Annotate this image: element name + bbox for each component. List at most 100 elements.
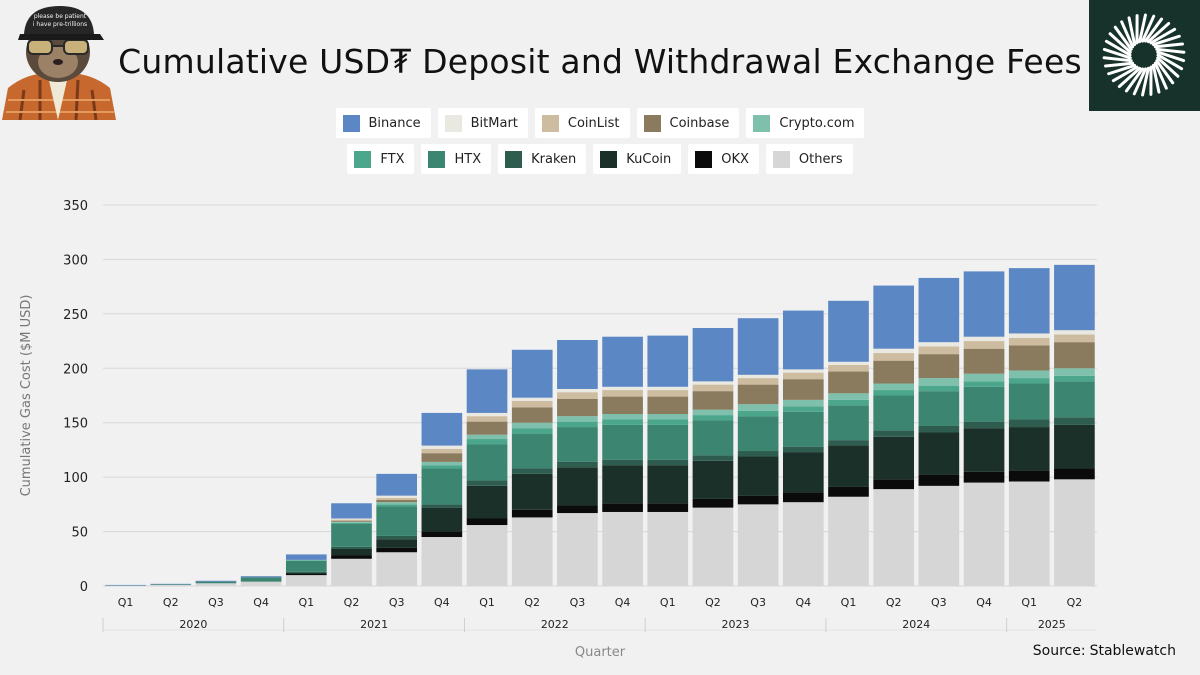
- bar-segment-coinlist: [376, 497, 418, 501]
- y-tick-label: 50: [71, 526, 88, 541]
- bar-segment-binance: [557, 339, 598, 389]
- bar-segment-htx: [240, 577, 282, 582]
- x-tick-label: Q1: [660, 596, 676, 609]
- logo-ray: [1143, 17, 1164, 43]
- bar-segment-bitmart: [331, 518, 372, 520]
- bar-segment-binance: [1054, 264, 1095, 331]
- bar-segment-bitmart: [376, 495, 418, 498]
- bar-segment-others: [105, 585, 146, 586]
- legend-item-bitmart[interactable]: BitMart: [437, 108, 528, 138]
- legend-label: Kraken: [531, 151, 577, 167]
- bar-segment-kraken: [692, 455, 734, 461]
- bar-segment-others: [557, 513, 598, 586]
- bar-segment-okx: [1008, 470, 1050, 482]
- bar-segment-bitmart: [737, 374, 779, 379]
- x-tick-label: Q4: [795, 596, 811, 609]
- year-label: 2024: [902, 618, 930, 631]
- legend-swatch: [772, 150, 790, 168]
- bar-segment-bitmart: [782, 369, 824, 373]
- bar-segment-kraken: [466, 480, 508, 486]
- bar-segment-bitmart: [647, 386, 689, 391]
- bar-segment-kraken: [285, 571, 327, 573]
- x-tick-label: Q2: [1067, 596, 1083, 609]
- legend-item-coinlist[interactable]: CoinList: [534, 108, 630, 138]
- bar-segment-okx: [376, 547, 418, 553]
- bar-segment-binance: [692, 328, 734, 382]
- bar-segment-okx: [331, 555, 372, 559]
- bar-segment-binance: [150, 583, 192, 585]
- x-tick-label: Q2: [705, 596, 721, 609]
- legend-item-kraken[interactable]: Kraken: [498, 144, 587, 174]
- legend-label: CoinList: [567, 115, 620, 131]
- logo-ray: [1149, 27, 1177, 45]
- bar-segment-binance: [376, 473, 418, 496]
- bar-segment-coinbase: [602, 396, 643, 415]
- legend-item-coinbase[interactable]: Coinbase: [636, 108, 740, 138]
- bar-segment-coinbase: [873, 360, 915, 384]
- legend-item-kucoin[interactable]: KuCoin: [593, 144, 682, 174]
- bar-segment-htx: [828, 405, 869, 441]
- bar-segment-bitmart: [1008, 333, 1050, 338]
- bar-segment-okx: [466, 518, 508, 526]
- legend-item-okx[interactable]: OKX: [688, 144, 759, 174]
- bar-segment-htx: [150, 584, 192, 585]
- bar-segment-kucoin: [918, 432, 960, 475]
- bar-segment-ftx: [692, 415, 734, 421]
- bar-segment-others: [195, 583, 237, 586]
- source-value: Stablewatch: [1089, 643, 1176, 659]
- legend-label: Others: [798, 151, 843, 167]
- bar-segment-others: [602, 511, 643, 586]
- bar-segment-htx: [647, 424, 689, 460]
- legend-label: OKX: [721, 151, 749, 167]
- bar-segment-ftx: [647, 419, 689, 425]
- y-tick-label: 250: [63, 308, 88, 323]
- logo-ray: [1111, 65, 1139, 83]
- bar-segment-bitmart: [511, 397, 553, 401]
- bar-segment-ftx: [557, 421, 598, 428]
- legend-label: Crypto.com: [779, 115, 855, 131]
- bar-segment-others: [331, 558, 372, 586]
- bar-segment-htx: [466, 444, 508, 481]
- bar-segment-ftx: [331, 522, 372, 524]
- legend-item-htx[interactable]: HTX: [421, 144, 492, 174]
- bar-segment-htx: [1008, 383, 1050, 420]
- legend-swatch: [600, 150, 618, 168]
- brand-logo-panel: [1089, 0, 1200, 111]
- bar-segment-kucoin: [782, 452, 824, 493]
- legend-item-others[interactable]: Others: [765, 144, 853, 174]
- year-label: 2023: [722, 618, 750, 631]
- legend-item-ftx[interactable]: FTX: [347, 144, 415, 174]
- bar-segment-bitmart: [873, 348, 915, 354]
- bar-segment-coinbase: [511, 407, 553, 423]
- bar-segment-coinbase: [557, 398, 598, 417]
- bar-segment-kraken: [963, 421, 1005, 429]
- bar-segment-binance: [782, 310, 824, 370]
- bar-segment-bitmart: [1054, 330, 1095, 335]
- x-tick-label: Q3: [208, 596, 224, 609]
- bar-segment-kucoin: [376, 539, 418, 548]
- bar-segment-binance: [1008, 268, 1050, 334]
- logo-ray: [1102, 47, 1132, 60]
- legend-item-crypto-com[interactable]: Crypto.com: [746, 108, 865, 138]
- logo-ray: [1155, 47, 1186, 54]
- x-tick-label: Q3: [570, 596, 586, 609]
- bar-segment-kucoin: [963, 428, 1005, 472]
- bar-segment-htx: [1054, 381, 1095, 418]
- bar-segment-ftx: [1054, 375, 1095, 382]
- bar-segment-coinlist: [963, 341, 1005, 349]
- bar-segment-ftx: [918, 385, 960, 392]
- logo-ray: [1153, 61, 1168, 90]
- bar-segment-binance: [602, 336, 643, 387]
- bar-segment-coinlist: [918, 346, 960, 355]
- bar-segment-ftx: [737, 410, 779, 417]
- bar-segment-coinbase: [466, 421, 508, 435]
- bar-segment-okx: [692, 498, 734, 508]
- y-tick-label: 150: [63, 417, 88, 432]
- logo-ray: [1155, 59, 1175, 85]
- legend-item-binance[interactable]: Binance: [335, 108, 431, 138]
- legend-swatch: [505, 150, 523, 168]
- bar-segment-coinlist: [557, 392, 598, 399]
- logo-ray: [1153, 42, 1184, 49]
- legend-swatch: [695, 150, 713, 168]
